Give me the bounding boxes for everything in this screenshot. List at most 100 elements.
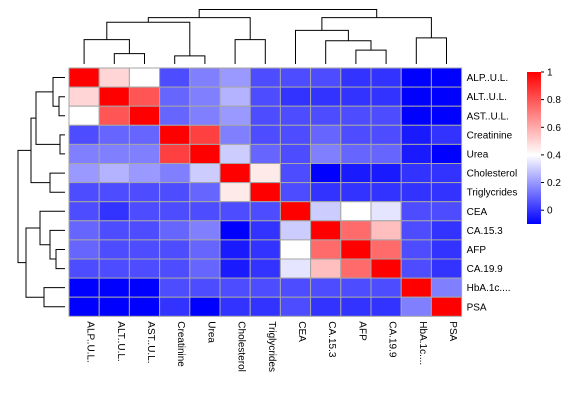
heatmap-cell-psa-alt-u-l (98, 296, 130, 317)
column-label: ALT..U.L. (115, 321, 126, 361)
heatmap-cell-afp-triglycrides (249, 239, 281, 260)
dendrogram-branch (25, 227, 44, 298)
heatmap-cell-hba-1c-urea (189, 277, 221, 298)
heatmap-cell-creatinine-cea (279, 124, 312, 145)
heatmap-cell-triglycrides-triglycrides (249, 182, 281, 203)
dendrogram-branch (17, 149, 31, 264)
heatmap-cell-creatinine-triglycrides (249, 124, 281, 145)
heatmap-cell-alt-u-l-urea (189, 86, 221, 107)
dendrogram-branch (147, 17, 251, 40)
column-labels: ALP..U.L. ALT..U.L. AST..U.L. Creatinine Ure… (85, 321, 458, 372)
heatmap-cell-alp-u-l-alp-u-l (68, 67, 100, 88)
heatmap-cell-alp-u-l-psa (430, 67, 463, 88)
heatmap-cell-urea-hba-1c (400, 143, 432, 164)
legend-tick-label: 0.6 (547, 123, 561, 134)
heatmap-cell-cea-cea (279, 201, 312, 222)
heatmap-cell-hba-1c-alt-u-l (98, 277, 130, 298)
heatmap-cell-psa-cea (279, 296, 312, 317)
dendrogram-branch (55, 249, 65, 270)
dendrogram-branch (355, 49, 387, 64)
heatmap-cell-alt-u-l-alt-u-l (98, 86, 130, 107)
heatmap-cell-alt-u-l-alp-u-l (68, 86, 100, 107)
row-label: PSA (467, 302, 487, 313)
heatmap-cell-ca-19-9-ca-15-3 (310, 258, 342, 279)
heatmap-cell-psa-creatinine (159, 296, 191, 317)
column-dendrogram (83, 9, 447, 64)
row-label: Cholesterol (467, 169, 518, 180)
column-label: PSA (447, 321, 458, 341)
heatmap-cell-creatinine-afp (340, 124, 372, 145)
heatmap-cell-creatinine-alp-u-l (68, 124, 100, 145)
heatmap-cell-hba-1c-ast-u-l (128, 277, 161, 298)
heatmap-cell-cholesterol-hba-1c (400, 163, 432, 184)
heatmap-cell-alt-u-l-cholesterol (219, 86, 251, 107)
legend-tick-label: 0 (547, 206, 553, 217)
heatmap-cell-ast-u-l-ca-15-3 (310, 105, 342, 126)
legend-tick-label: 0.4 (547, 150, 561, 161)
heatmap-cell-creatinine-creatinine (159, 124, 191, 145)
heatmap-cell-alt-u-l-hba-1c (400, 86, 432, 107)
heatmap-cell-cholesterol-alt-u-l (98, 163, 130, 184)
dendrogram-branch (325, 40, 372, 64)
heatmap-cell-cea-hba-1c (400, 201, 432, 222)
heatmap-cell-triglycrides-cea (279, 182, 312, 203)
row-label: CEA (467, 207, 488, 218)
heatmap-cell-alt-u-l-ast-u-l (128, 86, 161, 107)
heatmap-cell-alp-u-l-cea (279, 67, 312, 88)
column-label: CA.19.9 (387, 321, 398, 358)
row-label: AFP (467, 245, 487, 256)
heatmap-cell-ca-19-9-ast-u-l (128, 258, 161, 279)
heatmap-cell-alt-u-l-cea (279, 86, 312, 107)
heatmap-cell-psa-ca-15-3 (310, 296, 342, 317)
heatmap-cell-cea-ast-u-l (128, 201, 161, 222)
column-label: CA.15.3 (326, 321, 337, 358)
heatmap-cell-afp-hba-1c (400, 239, 432, 260)
heatmap-cell-ca-15-3-urea (189, 220, 221, 241)
heatmap-cell-creatinine-hba-1c (400, 124, 432, 145)
heatmap-cell-ast-u-l-hba-1c (400, 105, 432, 126)
heatmap-cell-cea-afp (340, 201, 372, 222)
heatmap-cell-alp-u-l-triglycrides (249, 67, 281, 88)
heatmap-cell-cholesterol-urea (189, 163, 221, 184)
heatmap-cell-cea-urea (189, 201, 221, 222)
heatmap-cell-triglycrides-urea (189, 182, 221, 203)
heatmap-cell-afp-cholesterol (219, 239, 251, 260)
heatmap-cell-ast-u-l-psa (430, 105, 463, 126)
heatmap-cell-ca-19-9-urea (189, 258, 221, 279)
heatmap-grid (68, 67, 463, 317)
heatmap-cell-hba-1c-hba-1c (400, 277, 432, 298)
color-legend: 1 0.8 0.6 0.4 0.2 0 (527, 68, 561, 224)
heatmap-cell-cholesterol-alp-u-l (68, 163, 100, 184)
heatmap-cell-cholesterol-ca-15-3 (310, 163, 342, 184)
heatmap-cell-ca-19-9-afp (340, 258, 372, 279)
heatmap-cell-urea-ca-15-3 (310, 143, 342, 164)
heatmap-cell-alp-u-l-ca-15-3 (310, 67, 342, 88)
heatmap-cell-creatinine-urea (189, 124, 221, 145)
heatmap-cell-triglycrides-ca-19-9 (370, 182, 402, 203)
heatmap-cell-ast-u-l-triglycrides (249, 105, 281, 126)
dendrogram-branch (43, 287, 65, 308)
heatmap-cell-cholesterol-cholesterol (219, 163, 251, 184)
heatmap-cell-ca-15-3-alp-u-l (68, 220, 100, 241)
heatmap-cell-urea-triglycrides (249, 143, 281, 164)
dendrogram-branch (83, 39, 130, 64)
dendrogram-branch (106, 21, 191, 56)
dendrogram-branch (59, 134, 65, 155)
row-label: HbA.1c.... (467, 283, 511, 294)
heatmap-cell-ca-15-3-cea (279, 220, 312, 241)
heatmap-cell-afp-alt-u-l (98, 239, 130, 260)
heatmap-cell-ca-19-9-alt-u-l (98, 258, 130, 279)
heatmap-cell-hba-1c-afp (340, 277, 372, 298)
heatmap-cell-triglycrides-cholesterol (219, 182, 251, 203)
dendrogram-branch (234, 39, 266, 64)
heatmap-cell-creatinine-alt-u-l (98, 124, 130, 145)
heatmap-cell-cholesterol-triglycrides (249, 163, 281, 184)
heatmap-cell-ca-19-9-triglycrides (249, 258, 281, 279)
heatmap-cell-urea-psa (430, 143, 463, 164)
heatmap-cell-alt-u-l-ca-19-9 (370, 86, 402, 107)
heatmap-cell-urea-alt-u-l (98, 143, 130, 164)
heatmap-cell-ca-15-3-cholesterol (219, 220, 251, 241)
heatmap-cell-ast-u-l-cea (279, 105, 312, 126)
heatmap-cell-triglycrides-alt-u-l (98, 182, 130, 203)
column-label: HbA.1c.... (417, 321, 428, 365)
